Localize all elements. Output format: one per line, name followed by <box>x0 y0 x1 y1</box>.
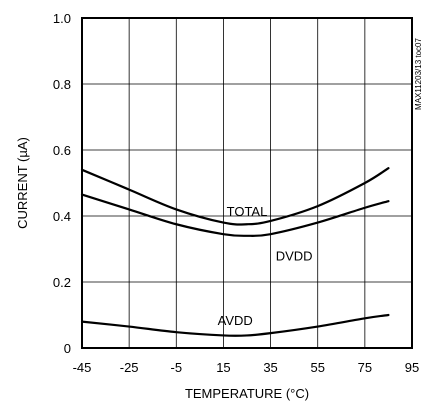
series-label-dvdd: DVDD <box>276 249 313 264</box>
x-axis-label: TEMPERATURE (°C) <box>185 386 309 401</box>
figure-id-label: MAX11203/13 toc07 <box>414 38 423 110</box>
x-tick-label: 75 <box>358 360 372 375</box>
y-tick-label: 0.4 <box>53 209 71 224</box>
series-line-dvdd <box>80 193 390 237</box>
x-tick-label: 95 <box>405 360 419 375</box>
y-tick-label: 0 <box>64 341 71 356</box>
y-tick-label: 0.6 <box>53 143 71 158</box>
y-tick-label: 1.0 <box>53 11 71 26</box>
y-tick-label: 0.2 <box>53 275 71 290</box>
series-group <box>80 167 390 337</box>
x-tick-label: 35 <box>263 360 277 375</box>
x-tick-label: 55 <box>310 360 324 375</box>
series-label-total: TOTAL <box>227 204 268 219</box>
x-tick-label: -5 <box>171 360 183 375</box>
x-tick-label: -45 <box>73 360 92 375</box>
x-tick-labels: -45 -25 -5 15 35 55 75 95 <box>73 360 420 375</box>
x-tick-label: -25 <box>120 360 139 375</box>
series-label-avdd: AVDD <box>218 313 253 328</box>
y-tick-label: 0.8 <box>53 77 71 92</box>
y-tick-labels: 0 0.2 0.4 0.6 0.8 1.0 <box>53 11 71 356</box>
series-line-avdd <box>80 313 390 337</box>
series-annotations: TOTAL DVDD AVDD <box>218 204 313 328</box>
plot-frame <box>81 17 413 349</box>
grid <box>82 18 412 348</box>
y-axis-label: CURRENT (µA) <box>15 137 30 229</box>
x-tick-label: 15 <box>216 360 230 375</box>
series-line-total <box>80 167 390 226</box>
